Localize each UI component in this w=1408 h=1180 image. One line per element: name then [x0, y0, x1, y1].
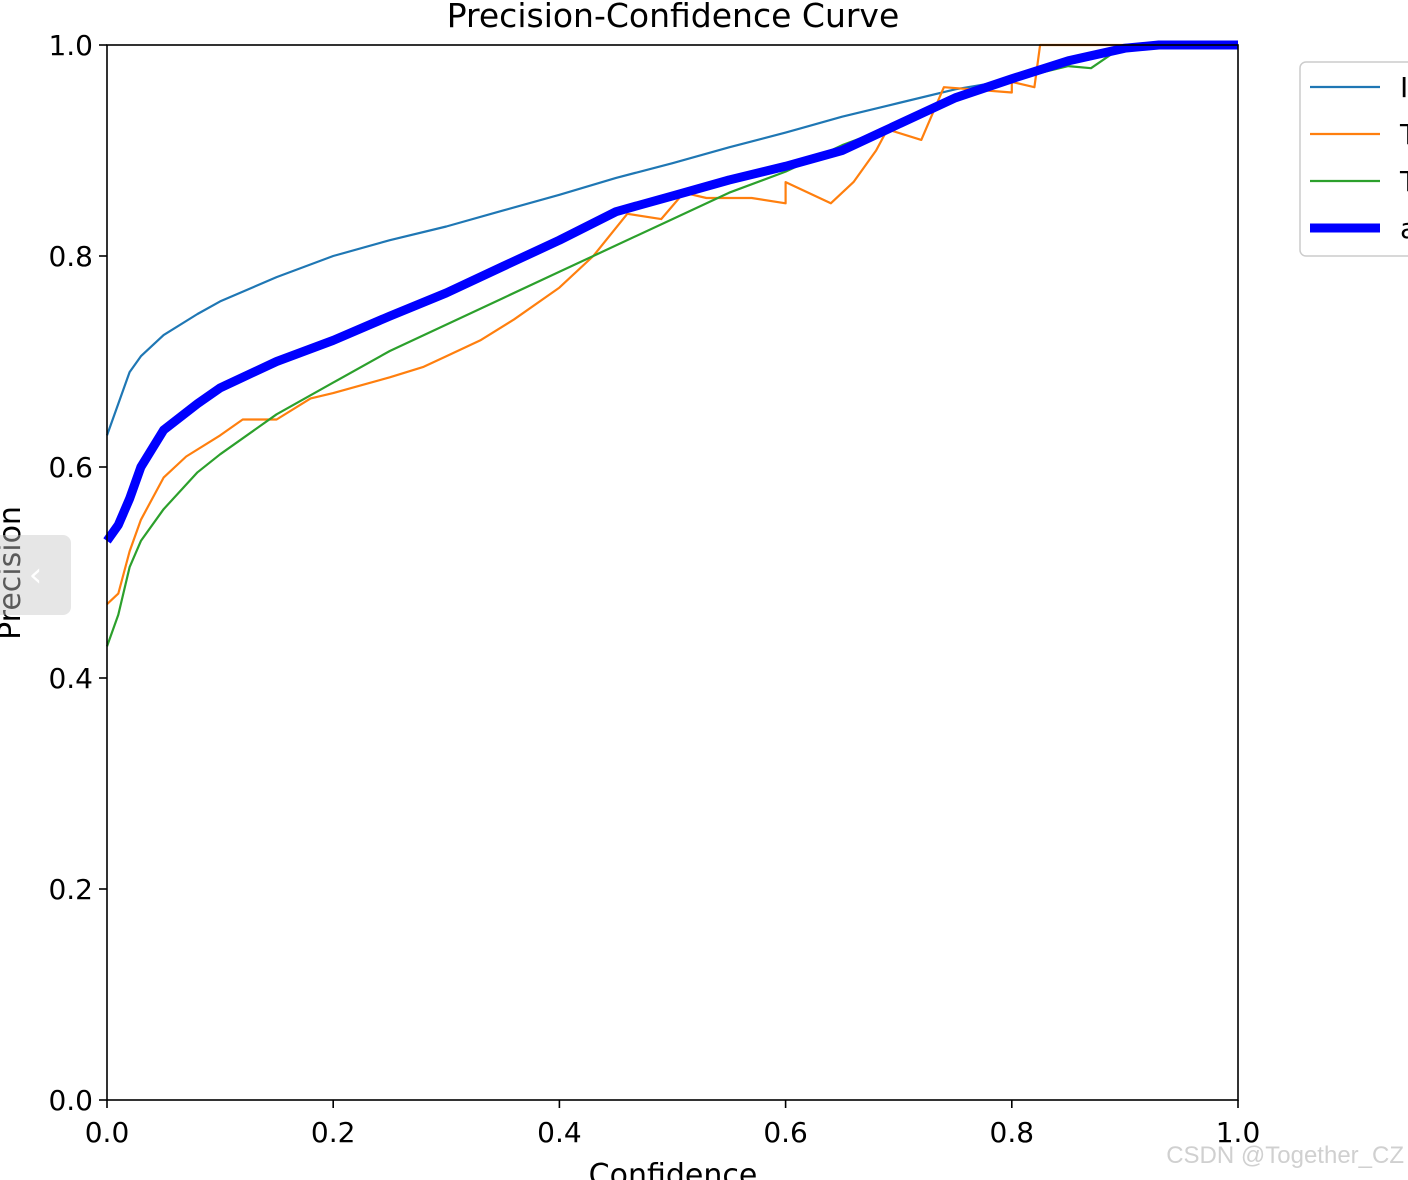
x-tick-label-5: 1.0 — [1216, 1116, 1261, 1149]
plot-frame — [106, 44, 1239, 1101]
x-tick-label-0: 0.0 — [85, 1116, 130, 1149]
legend-label-2: T — [1399, 118, 1408, 151]
x-tick-label-2: 0.4 — [537, 1116, 582, 1149]
legend: ITTa — [1299, 61, 1408, 257]
x-tick-label-3: 0.6 — [763, 1116, 808, 1149]
y-tick-label-5: 1.0 — [48, 29, 93, 62]
watermark: CSDN @Together_CZ — [1166, 1142, 1404, 1169]
x-axis-title: Confidence — [589, 1158, 758, 1180]
y-tick-label-3: 0.6 — [48, 451, 93, 484]
legend-label-1: I — [1400, 71, 1408, 104]
x-tick-label-1: 0.2 — [311, 1116, 356, 1149]
legend-label-3: T — [1399, 165, 1408, 198]
x-tick-label-4: 0.8 — [990, 1116, 1035, 1149]
legend-box — [1299, 61, 1408, 257]
previous-image-button[interactable]: ‹ — [0, 535, 71, 615]
y-axis-title: Precision — [0, 506, 28, 640]
y-tick-label-0: 0.0 — [48, 1084, 93, 1117]
chevron-left-icon: ‹ — [28, 555, 43, 595]
series-line-2 — [106, 43, 1238, 606]
y-tick-label-4: 0.8 — [48, 240, 93, 273]
series-line-1 — [105, 43, 1238, 436]
y-tick-label-2: 0.4 — [48, 662, 93, 695]
legend-label-4: a — [1400, 212, 1408, 245]
series-line-3 — [105, 43, 1238, 647]
ticks-layer: 0.0 0.2 0.4 0.6 0.8 1.0 0.0 0.2 0.4 0.6 0.8 1.0 — [48, 29, 1260, 1149]
series-line-4 — [103, 40, 1238, 544]
series-layer — [103, 40, 1238, 647]
chart-title: Precision-Confidence Curve — [447, 0, 900, 35]
y-tick-label-1: 0.2 — [48, 873, 93, 906]
